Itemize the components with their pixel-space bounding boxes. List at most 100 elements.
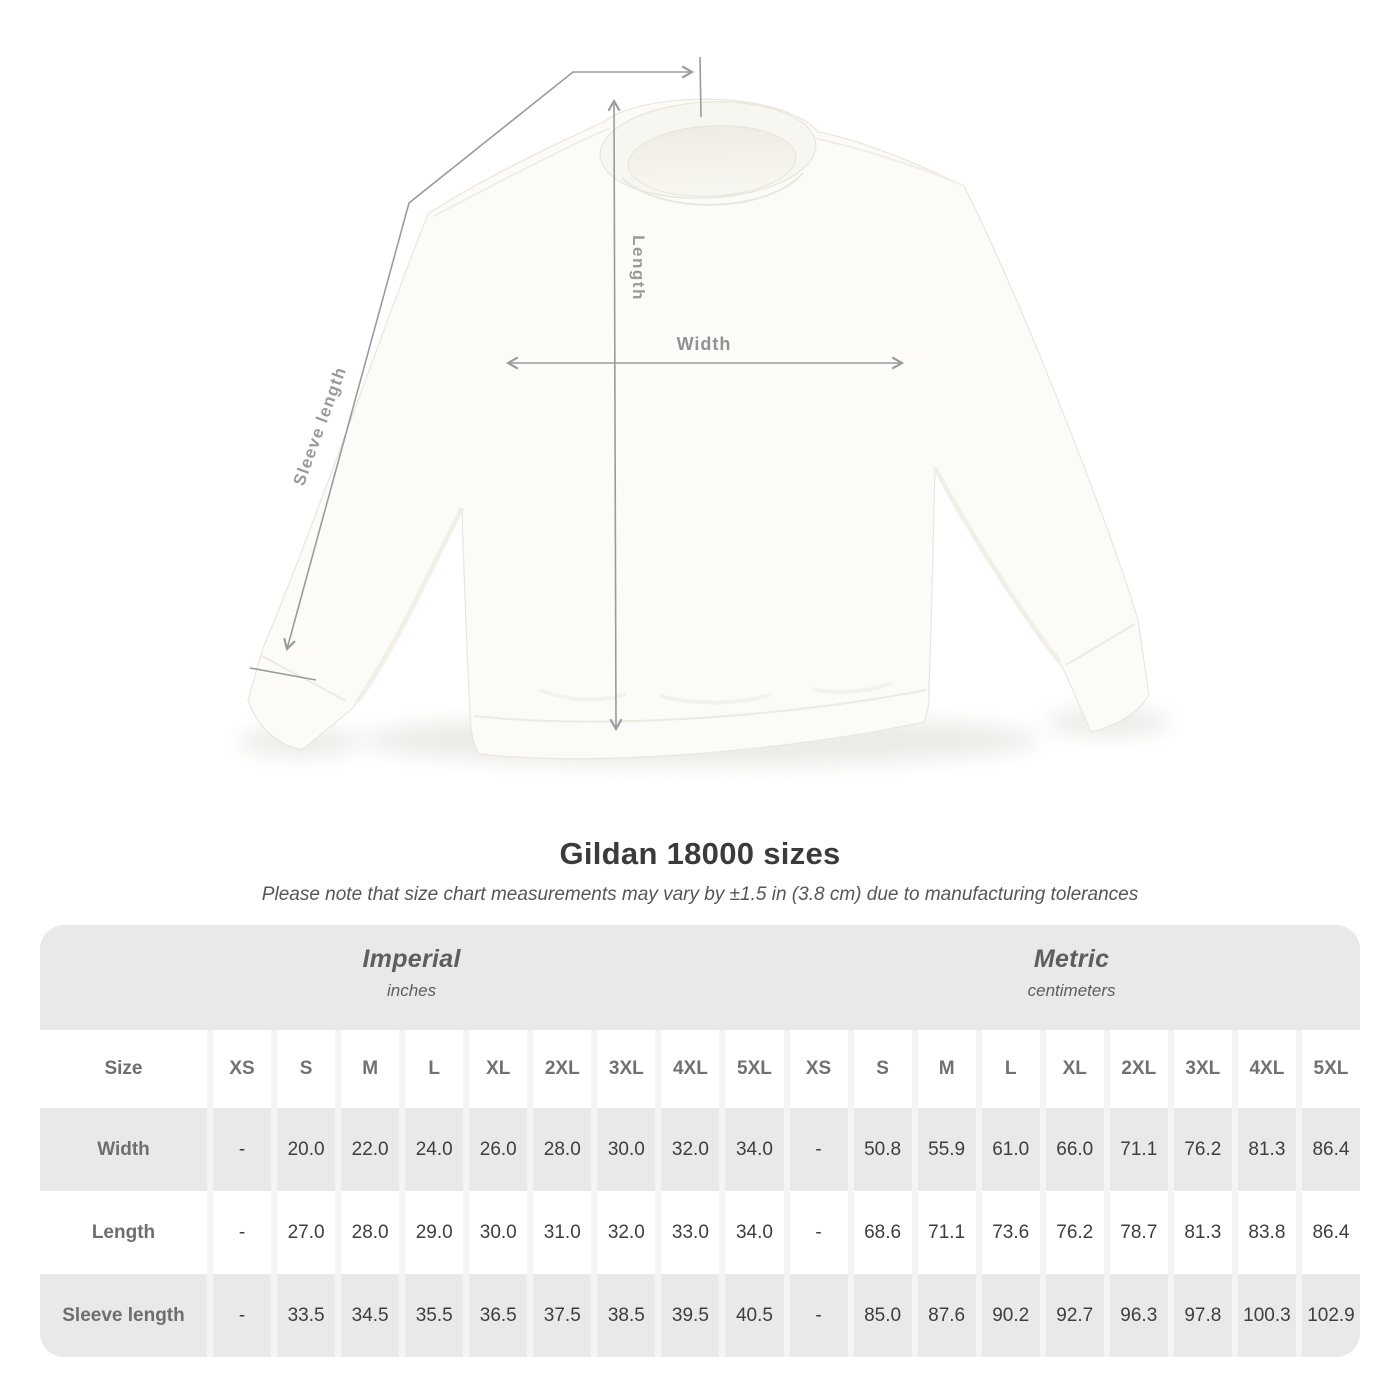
measurement-value: 97.8 bbox=[1167, 1274, 1232, 1357]
measurement-value: 34.5 bbox=[335, 1274, 399, 1357]
row-label: Sleeve length bbox=[62, 1304, 185, 1326]
measurement-value: 36.5 bbox=[463, 1274, 527, 1357]
unit-header-band: Imperial inches Metric centimeters bbox=[40, 925, 1360, 1030]
measurement-value: 24.0 bbox=[399, 1108, 463, 1191]
right-shoulder-seam bbox=[813, 137, 961, 185]
measurement-value: 38.5 bbox=[591, 1274, 655, 1357]
length-measure-label: Length bbox=[629, 235, 648, 301]
measurement-value: 85.0 bbox=[847, 1274, 912, 1357]
measurement-value: 102.9 bbox=[1295, 1274, 1360, 1357]
garment-diagram: Length Width Sleeve length bbox=[238, 56, 1170, 766]
measurement-value: 20.0 bbox=[271, 1108, 335, 1191]
metric-sublabel: centimeters bbox=[1027, 980, 1116, 1000]
measurement-value: 34.0 bbox=[719, 1191, 783, 1274]
collar-reference-tick bbox=[699, 56, 702, 118]
measurement-value: 71.1 bbox=[911, 1191, 976, 1274]
measurement-value: 96.3 bbox=[1103, 1274, 1168, 1357]
right-underarm-shading bbox=[932, 466, 1062, 664]
size-col-metric-m: M bbox=[911, 1030, 976, 1108]
measurement-value: 33.0 bbox=[655, 1191, 719, 1274]
size-col-metric-l: L bbox=[975, 1030, 1040, 1108]
page-title: Gildan 18000 sizes bbox=[559, 836, 841, 871]
size-column-header: Size bbox=[104, 1058, 143, 1079]
measurement-value: 55.9 bbox=[911, 1108, 976, 1191]
size-col-imperial-s: S bbox=[271, 1030, 335, 1108]
measurement-value: 68.6 bbox=[847, 1191, 912, 1274]
size-col-metric-xl: XL bbox=[1039, 1030, 1104, 1108]
measurement-row-width: Width -20.0 22.0 24.0 26.0 28.0 30.0 32.0 34.0-5… bbox=[40, 1108, 1360, 1191]
size-col-metric-xs: XS bbox=[783, 1030, 848, 1108]
measurement-value: 37.5 bbox=[527, 1274, 591, 1357]
imperial-unit-header: Imperial inches bbox=[40, 925, 783, 1030]
measurement-value: 76.2 bbox=[1167, 1108, 1232, 1191]
measurement-value: 39.5 bbox=[655, 1274, 719, 1357]
measurement-value: 86.4 bbox=[1295, 1108, 1360, 1191]
size-col-metric-s: S bbox=[847, 1030, 912, 1108]
measurement-value: 92.7 bbox=[1039, 1274, 1104, 1357]
sleeve-measure-line bbox=[283, 65, 695, 652]
measurement-value: 26.0 bbox=[463, 1108, 527, 1191]
measurement-value: 28.0 bbox=[527, 1108, 591, 1191]
size-col-imperial-3xl: 3XL bbox=[591, 1030, 655, 1108]
size-col-metric-5xl: 5XL bbox=[1295, 1030, 1360, 1108]
measurement-value: 40.5 bbox=[719, 1274, 783, 1357]
measurement-value: 34.0 bbox=[719, 1108, 783, 1191]
row-label: Length bbox=[91, 1221, 156, 1243]
size-col-metric-4xl: 4XL bbox=[1231, 1030, 1296, 1108]
measurement-row-length: Length -27.0 28.0 29.0 30.0 31.0 32.0 33.0 34.0-… bbox=[40, 1191, 1360, 1274]
metric-unit-header: Metric centimeters bbox=[783, 925, 1360, 1030]
size-col-imperial-xs: XS bbox=[207, 1030, 271, 1108]
hem-fold-3 bbox=[811, 681, 893, 694]
measurement-value: 90.2 bbox=[975, 1274, 1040, 1357]
measurement-value: 66.0 bbox=[1039, 1108, 1104, 1191]
measurement-value: 73.6 bbox=[975, 1191, 1040, 1274]
metric-label: Metric bbox=[1033, 944, 1110, 973]
measurement-value: 31.0 bbox=[527, 1191, 591, 1274]
measurement-value: 27.0 bbox=[271, 1191, 335, 1274]
measurement-value: - bbox=[783, 1191, 848, 1274]
size-col-imperial-l: L bbox=[399, 1030, 463, 1108]
measurement-value: - bbox=[207, 1108, 271, 1191]
size-col-metric-2xl: 2XL bbox=[1103, 1030, 1168, 1108]
measurement-value: 100.3 bbox=[1231, 1274, 1296, 1357]
size-col-imperial-4xl: 4XL bbox=[655, 1030, 719, 1108]
measurement-value: 30.0 bbox=[591, 1108, 655, 1191]
tolerance-note: Please note that size chart measurements… bbox=[261, 884, 1139, 905]
measurement-value: 29.0 bbox=[399, 1191, 463, 1274]
measurement-value: 76.2 bbox=[1039, 1191, 1104, 1274]
measurement-value: 50.8 bbox=[847, 1108, 912, 1191]
measurement-value: 71.1 bbox=[1103, 1108, 1168, 1191]
measurement-value: 81.3 bbox=[1167, 1191, 1232, 1274]
imperial-sublabel: inches bbox=[387, 980, 437, 1000]
measurement-value: 81.3 bbox=[1231, 1108, 1296, 1191]
right-cuff-seam bbox=[1065, 623, 1136, 666]
measurement-value: 32.0 bbox=[591, 1191, 655, 1274]
measurement-value: - bbox=[207, 1274, 271, 1357]
measurement-value: - bbox=[783, 1108, 848, 1191]
width-measure-label: Width bbox=[677, 334, 732, 354]
size-table-rows: Size XS S M L XL 2XL 3XL 4XL 5XL XS S M L XL 2XL 3XL 4XL 5… bbox=[40, 1030, 1360, 1357]
measurement-value: 35.5 bbox=[399, 1274, 463, 1357]
measurement-value: 22.0 bbox=[335, 1108, 399, 1191]
measurement-value: 83.8 bbox=[1231, 1191, 1296, 1274]
measurement-value: 30.0 bbox=[463, 1191, 527, 1274]
imperial-label: Imperial bbox=[362, 944, 461, 973]
measurement-value: 33.5 bbox=[271, 1274, 335, 1357]
measurement-value: 32.0 bbox=[655, 1108, 719, 1191]
size-col-imperial-5xl: 5XL bbox=[719, 1030, 783, 1108]
size-col-imperial-m: M bbox=[335, 1030, 399, 1108]
size-col-imperial-2xl: 2XL bbox=[527, 1030, 591, 1108]
measurement-value: - bbox=[783, 1274, 848, 1357]
measurement-value: 86.4 bbox=[1295, 1191, 1360, 1274]
measurement-value: 61.0 bbox=[975, 1108, 1040, 1191]
measurement-value: - bbox=[207, 1191, 271, 1274]
size-col-metric-3xl: 3XL bbox=[1167, 1030, 1232, 1108]
measurement-value: 78.7 bbox=[1103, 1191, 1168, 1274]
cuff-reference-tick bbox=[249, 667, 317, 681]
measurement-value: 28.0 bbox=[335, 1191, 399, 1274]
hem-rib-seam bbox=[473, 689, 927, 723]
measurement-value: 87.6 bbox=[911, 1274, 976, 1357]
size-col-imperial-xl: XL bbox=[463, 1030, 527, 1108]
size-table: Imperial inches Metric centimeters Size X… bbox=[40, 925, 1360, 1357]
